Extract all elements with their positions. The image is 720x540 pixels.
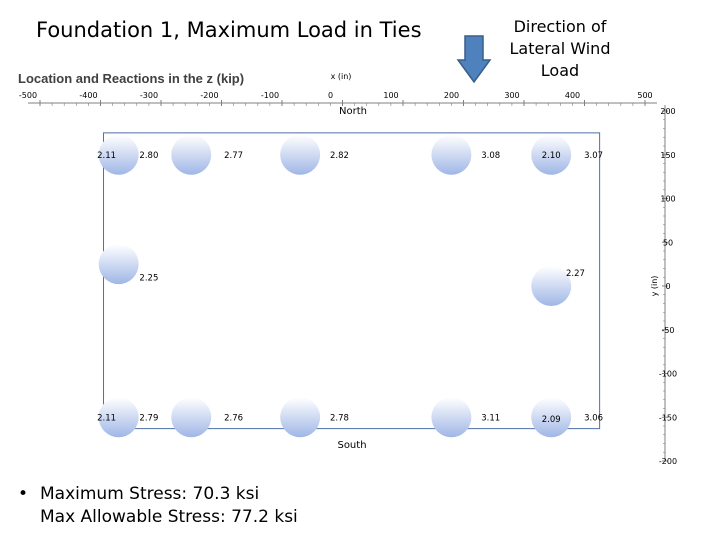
x-tick-label: 300	[504, 91, 519, 100]
stress-notes: Maximum Stress: 70.3 ksi Max Allowable S…	[40, 483, 298, 529]
max-stress-text: Maximum Stress: 70.3 ksi	[40, 484, 260, 504]
reaction-value: 2.76	[224, 413, 243, 423]
reaction-value: 3.06	[584, 413, 603, 423]
pile-circle	[280, 134, 321, 175]
pile-circle	[531, 134, 572, 175]
reaction-labels: 2.11 2.80 2.77 2.82 3.08 2.10 3.07 2.25 2.27 2.11…	[97, 151, 603, 425]
reaction-value: 2.80	[139, 151, 158, 161]
max-allowable-stress-text: Max Allowable Stress: 77.2 ksi	[40, 507, 298, 527]
x-tick-label: 400	[565, 91, 580, 100]
reaction-value: 2.82	[330, 151, 349, 161]
y-tick-label: 150	[660, 151, 675, 160]
pile-circle	[171, 397, 212, 438]
pile-circle	[431, 397, 472, 438]
chart-title: Location and Reactions in the z (kip)	[18, 71, 244, 86]
y-axis-label: y (in)	[650, 276, 659, 297]
bullet-icon: •	[18, 484, 29, 504]
y-tick-label: 0	[665, 282, 670, 291]
pile-circle	[280, 397, 321, 438]
y-tick-label: -150	[659, 413, 677, 422]
y-tick-label: -200	[659, 457, 677, 466]
reaction-value: 2.27	[566, 269, 585, 279]
piles	[98, 134, 572, 438]
pile-circle	[98, 397, 139, 438]
reaction-value: 2.10	[542, 151, 561, 161]
edge-labels: North South	[337, 106, 367, 451]
y-tick-label: 50	[663, 238, 673, 247]
reaction-value: 2.09	[542, 415, 561, 425]
x-axis-label: x (in)	[331, 72, 352, 81]
slide-title: Foundation 1, Maximum Load in Ties	[36, 18, 422, 42]
x-tick-label: -300	[140, 91, 158, 100]
x-tick-label: -200	[200, 91, 218, 100]
reaction-value: 3.07	[584, 151, 603, 161]
pile-circle	[531, 397, 572, 438]
y-tick-label: 100	[660, 195, 675, 204]
reaction-value: 2.11	[97, 413, 116, 423]
wind-direction-label: Direction of Lateral Wind Load	[509, 17, 611, 80]
pile-circle	[98, 244, 139, 285]
pile-circle	[98, 134, 139, 175]
reaction-value: 3.08	[481, 151, 500, 161]
y-tick-label: -100	[659, 370, 677, 379]
x-tick-label: 0	[328, 91, 333, 100]
x-tick-label: 500	[637, 91, 652, 100]
y-tick-label: -50	[661, 326, 674, 335]
north-label: North	[339, 106, 367, 117]
reaction-value: 2.78	[330, 413, 349, 423]
pile-circle	[171, 134, 212, 175]
south-label: South	[337, 440, 366, 451]
reaction-value: 2.77	[224, 151, 243, 161]
x-tick-label: 200	[444, 91, 459, 100]
reaction-value: 3.11	[481, 413, 500, 423]
x-tick-label: 100	[383, 91, 398, 100]
pile-circle	[531, 266, 572, 306]
down-arrow-icon	[456, 35, 492, 84]
reaction-value: 2.11	[97, 151, 116, 161]
x-tick-label: -100	[261, 91, 279, 100]
reaction-value: 2.25	[139, 273, 158, 283]
x-tick-label: -500	[19, 91, 37, 100]
foundation-outline	[103, 132, 601, 430]
y-tick-label: 200	[660, 107, 675, 116]
reaction-value: 2.79	[139, 413, 158, 423]
x-tick-label: -400	[79, 91, 97, 100]
pile-circle	[431, 134, 472, 175]
